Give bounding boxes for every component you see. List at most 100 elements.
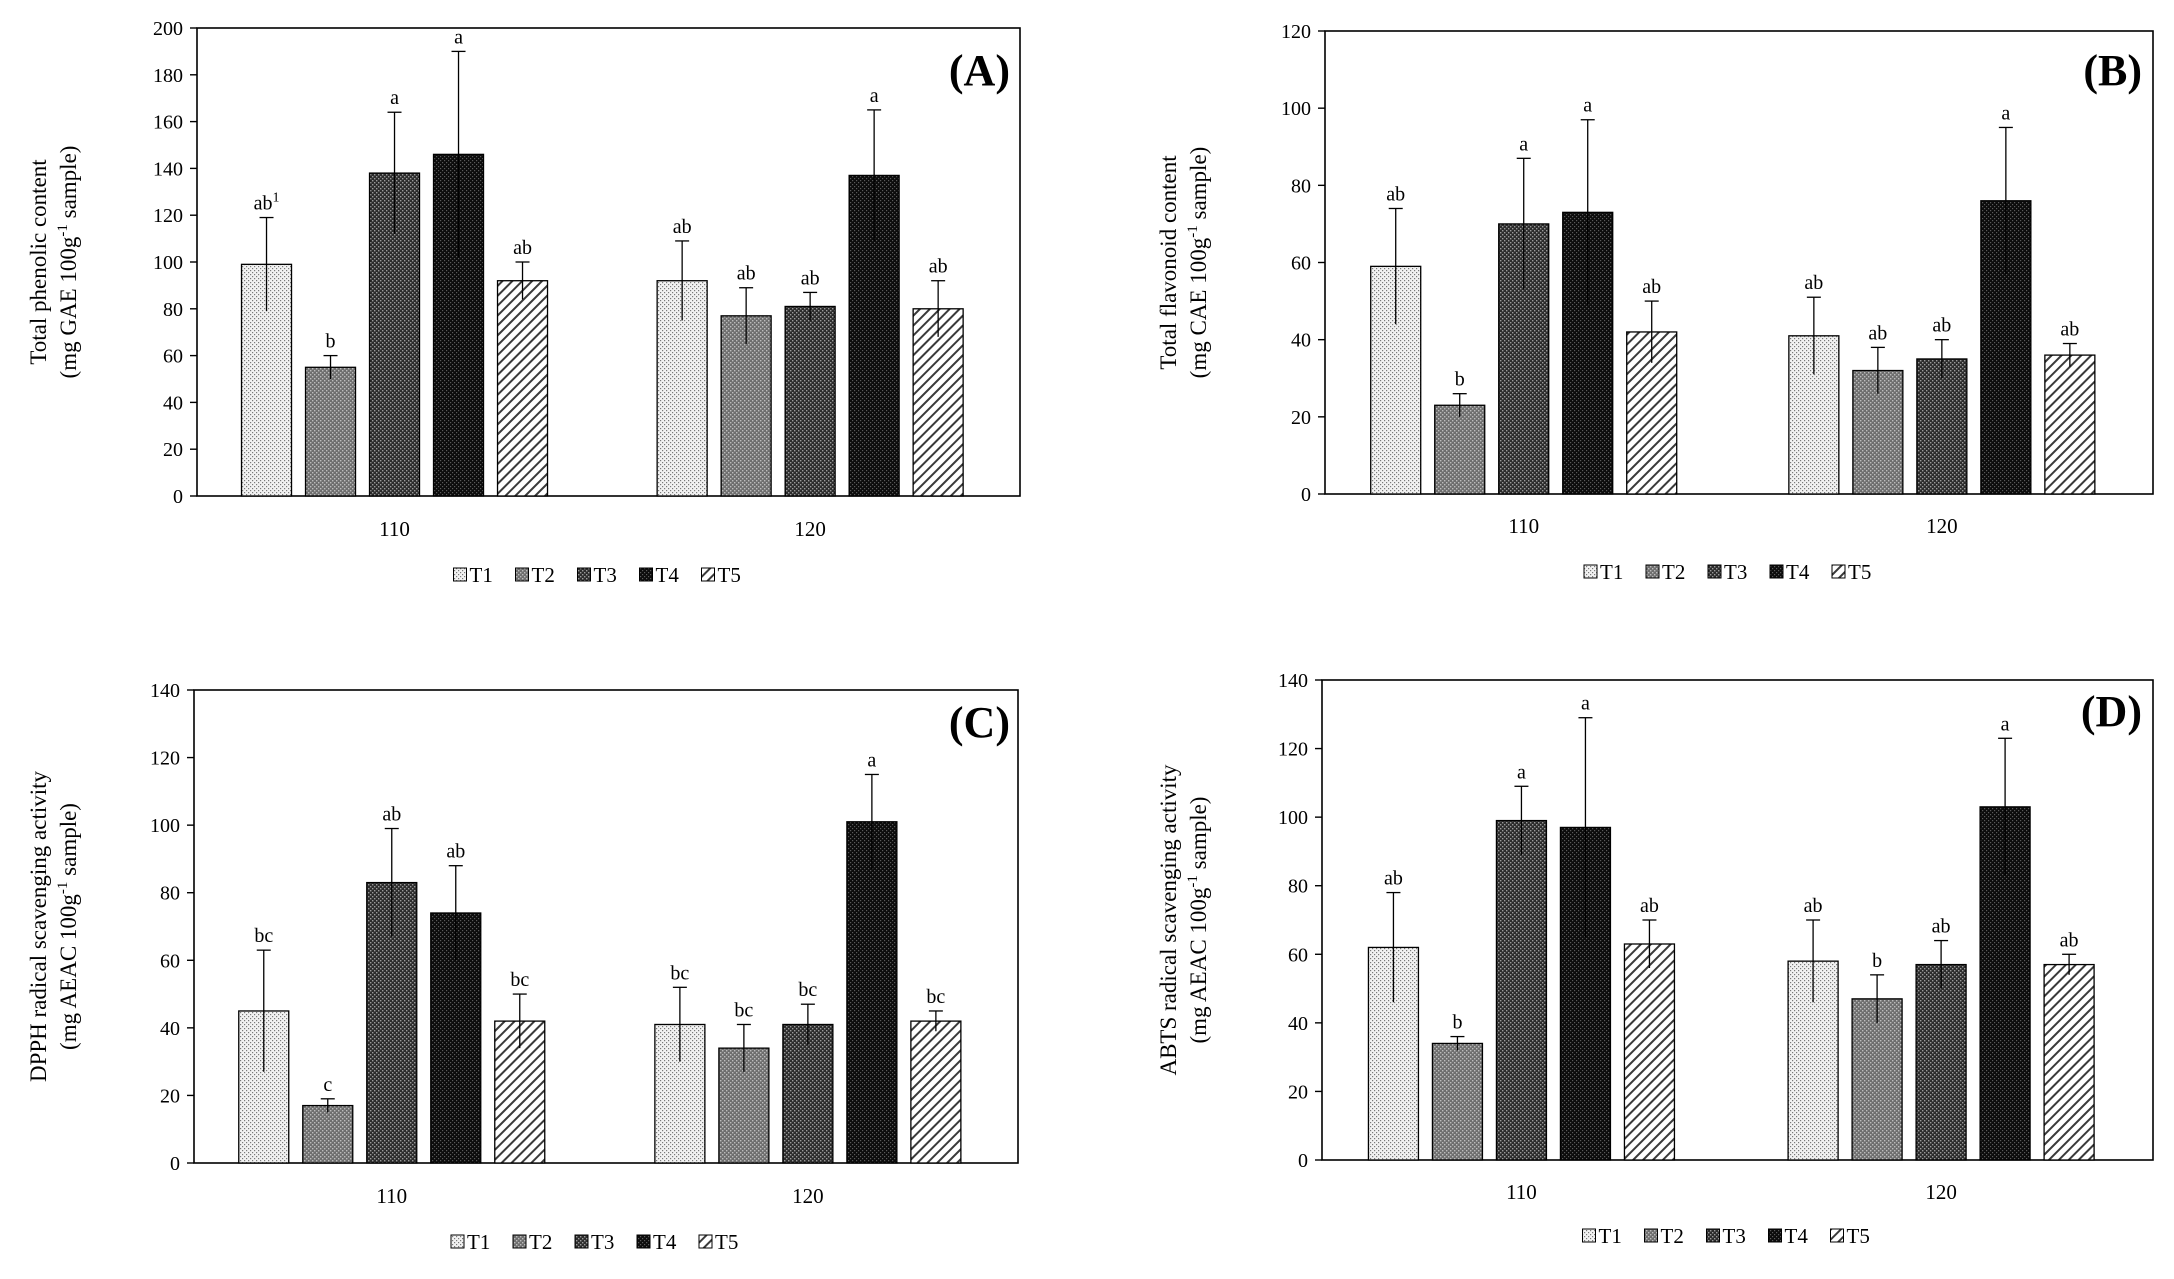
x-category-label: 110 (1506, 1180, 1537, 1204)
significance-label: b (1872, 950, 1882, 972)
legend-swatch-T4 (639, 567, 653, 582)
significance-label: bc (926, 986, 945, 1008)
y-tick-label: 80 (1288, 876, 1308, 898)
significance-label: c (323, 1074, 332, 1096)
legend-swatch-T4 (636, 1234, 651, 1249)
legend-b: T1 T2 T3 T4 T5 (1583, 560, 1871, 584)
x-category-label: 120 (1925, 1180, 1957, 1204)
significance-label: ab (737, 263, 756, 285)
bar-c-T3-120 (782, 1023, 834, 1164)
significance-label: ab (2060, 319, 2079, 341)
plot-area-c (193, 689, 1019, 1164)
legend-label-T5: T5 (715, 1230, 738, 1254)
legend-swatch-T3 (574, 1234, 589, 1249)
bar-b-T5-120 (2044, 354, 2096, 495)
y-tick-label: 200 (153, 18, 183, 40)
significance-label: bc (254, 925, 273, 947)
y-tick-label: 60 (1288, 944, 1308, 966)
bar-d-T2-120 (1851, 998, 1903, 1161)
plot-area-d (1321, 679, 2154, 1161)
panel-a: (A) 0 20 40 60 80 100 120 140 160 180 200 Total phe… (26, 18, 1021, 587)
bar-d-T5-110 (1623, 943, 1676, 1161)
significance-label: ab (382, 804, 401, 826)
bar-a-T2-110 (304, 366, 357, 497)
legend-swatch-T2 (1645, 564, 1660, 579)
bar-c-T5-120 (910, 1020, 962, 1164)
panel-c-label: (C) (949, 698, 1010, 747)
legend-label-T2: T2 (529, 1230, 552, 1254)
y-tick-label: 40 (1291, 330, 1311, 352)
y-tick-label: 0 (1298, 1150, 1308, 1172)
significance-label: bc (510, 969, 529, 991)
significance-label: b (326, 331, 336, 353)
y-axis-label: DPPH radical scavenging activity (26, 770, 51, 1082)
panel-b: (B) 0 20 40 60 80 100 120 Total flavonoid conte… (1156, 21, 2154, 584)
legend-d: T1 T2 T3 T4 T5 (1582, 1224, 1870, 1248)
y-tick-label: 80 (160, 883, 180, 905)
significance-label: a (1517, 761, 1526, 783)
panel-b-label: (B) (2083, 46, 2142, 95)
panel-c: (C) 0 20 40 60 80 100 120 140 DPPH radical scave… (26, 680, 1019, 1254)
significance-label: bc (798, 979, 817, 1001)
y-axis-label-units: (mg GAE 100g-1 sample) (55, 146, 81, 379)
legend-label-T1: T1 (467, 1230, 490, 1254)
x-category-label: 110 (376, 1184, 407, 1208)
significance-label: a (867, 749, 876, 771)
significance-label: a (390, 87, 399, 109)
y-tick-label: 180 (153, 65, 183, 87)
y-tick-label: 80 (163, 299, 183, 321)
bar-d-T5-120 (2043, 963, 2095, 1161)
y-tick-label: 100 (150, 815, 180, 837)
y-tick-label: 120 (153, 205, 183, 227)
y-tick-label: 140 (1278, 670, 1308, 692)
significance-label: ab (1640, 895, 1659, 917)
legend-swatch-T4 (1769, 564, 1784, 579)
y-tick-label: 20 (163, 439, 183, 461)
legend-swatch-T2 (515, 567, 529, 582)
legend-swatch-T2 (1644, 1228, 1658, 1243)
y-tick-label: 40 (160, 1018, 180, 1040)
legend-label-T3: T3 (1723, 1224, 1746, 1248)
y-tick-label: 120 (1281, 21, 1311, 43)
legend-label-T2: T2 (1661, 1224, 1684, 1248)
y-tick-label: 40 (1288, 1013, 1308, 1035)
bar-a-T2-120 (720, 315, 772, 497)
significance-label: ab (1932, 315, 1951, 337)
significance-label: ab (446, 841, 465, 863)
y-tick-label: 120 (1278, 739, 1308, 761)
legend-label-T1: T1 (470, 563, 493, 587)
bar-c-T2-110 (302, 1104, 354, 1164)
bar-a-T5-110 (496, 280, 549, 497)
legend-a: T1 T2 T3 T4 T5 (453, 563, 741, 587)
legend-label-T3: T3 (591, 1230, 614, 1254)
bar-c-T4-120 (846, 821, 898, 1164)
legend-swatch-T3 (1707, 564, 1722, 579)
y-tick-label: 20 (1291, 407, 1311, 429)
y-tick-label: 60 (160, 950, 180, 972)
bar-b-T2-110 (1434, 404, 1486, 495)
y-tick-label: 160 (153, 112, 183, 134)
legend-label-T2: T2 (1662, 560, 1685, 584)
significance-label: bc (670, 962, 689, 984)
legend-swatch-T5 (698, 1234, 713, 1249)
y-tick-label: 100 (1281, 98, 1311, 120)
y-axis-label-units: (mg CAE 100g-1 sample) (1185, 147, 1211, 379)
legend-label-T5: T5 (718, 563, 741, 587)
significance-label: ab (1386, 183, 1405, 205)
y-tick-label: 0 (1301, 484, 1311, 506)
bar-c-T1-120 (654, 1023, 706, 1164)
legend-swatch-T1 (453, 567, 467, 582)
legend-swatch-T2 (512, 1234, 527, 1249)
legend-swatch-T1 (1582, 1228, 1596, 1243)
legend-label-T4: T4 (653, 1230, 677, 1254)
y-tick-label: 0 (173, 486, 183, 508)
y-tick-label: 60 (163, 346, 183, 368)
y-axis-label-units: (mg AEAC 100g-1 sample) (55, 803, 81, 1050)
y-tick-label: 120 (150, 748, 180, 770)
significance-label: b (1455, 369, 1465, 391)
significance-label: bc (734, 999, 753, 1021)
y-tick-label: 140 (150, 680, 180, 702)
bar-a-T3-120 (784, 305, 836, 497)
significance-label: a (870, 85, 879, 107)
